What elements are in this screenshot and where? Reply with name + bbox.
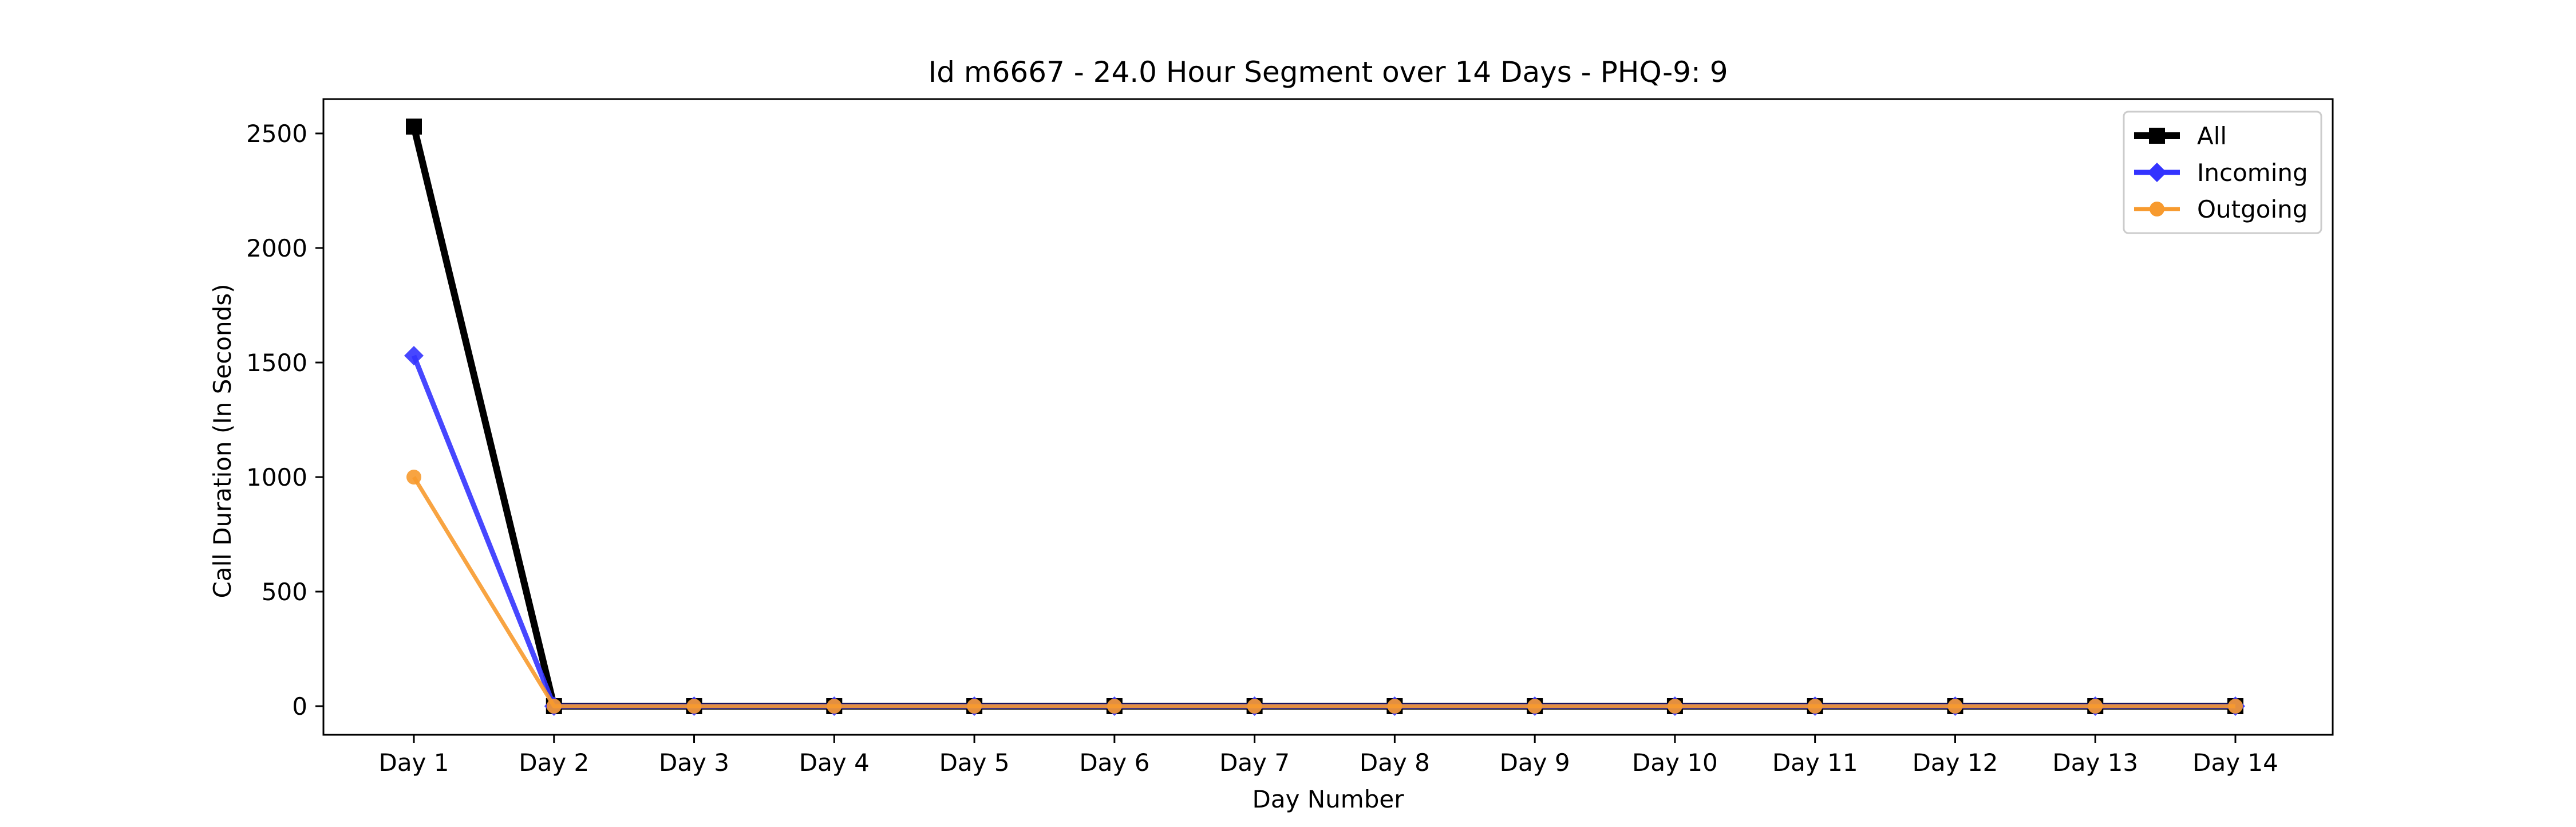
chart-title: Id m6667 - 24.0 Hour Segment over 14 Day…	[928, 56, 1728, 89]
data-point	[1947, 699, 1963, 714]
series-line	[411, 355, 2235, 709]
x-tick-label: Day 9	[1500, 749, 1570, 777]
y-axis-label: Call Duration (In Seconds)	[208, 283, 236, 598]
data-point	[2088, 699, 2103, 714]
data-point	[2228, 699, 2243, 714]
data-point	[2147, 163, 2167, 182]
legend-item: All	[2134, 122, 2227, 150]
data-point	[1807, 699, 1823, 714]
data-point	[827, 699, 842, 714]
series-outgoing	[406, 470, 2243, 714]
data-point	[967, 699, 982, 714]
x-tick-label: Day 11	[1772, 749, 1858, 777]
data-point	[686, 699, 702, 714]
x-tick-label: Day 13	[2052, 749, 2138, 777]
data-point	[406, 470, 421, 485]
y-tick-label: 500	[262, 578, 307, 606]
data-point	[2149, 128, 2165, 144]
data-point	[546, 699, 562, 714]
x-tick-label: Day 14	[2192, 749, 2278, 777]
x-tick-label: Day 6	[1079, 749, 1149, 777]
data-point	[2150, 202, 2164, 216]
series-all	[406, 119, 2243, 714]
data-point	[1387, 699, 1402, 714]
data-point	[1667, 699, 1682, 714]
data-point	[406, 119, 422, 135]
x-tick-label: Day 8	[1360, 749, 1430, 777]
x-tick-label: Day 5	[939, 749, 1010, 777]
data-point	[1107, 699, 1122, 714]
x-tick-label: Day 1	[378, 749, 449, 777]
x-tick-label: Day 4	[799, 749, 870, 777]
series-layer	[404, 119, 2245, 716]
y-tick-label: 1500	[246, 349, 307, 377]
plot-frame	[322, 98, 2334, 736]
series-line	[410, 125, 2235, 710]
legend: All Incoming Outgoing	[2123, 111, 2322, 234]
legend-label: All	[2197, 122, 2227, 150]
legend-label: Outgoing	[2197, 195, 2308, 223]
y-tick-label: 0	[292, 692, 307, 720]
data-point	[404, 346, 424, 365]
x-tick-label: Day 10	[1632, 749, 1718, 777]
legend-frame	[2123, 111, 2322, 234]
x-tick-label: Day 3	[659, 749, 729, 777]
x-axis-label: Day Number	[1252, 785, 1404, 813]
series-line	[412, 476, 2235, 708]
axes-layer: Day 1 Day 2 Day 3 Day 4 Day 5 Day 6 Day 7 Day 8…	[246, 120, 2278, 777]
y-tick-label: 2000	[246, 234, 307, 262]
data-point	[1247, 699, 1262, 714]
x-tick-label: Day 7	[1219, 749, 1290, 777]
data-point	[1527, 699, 1543, 714]
x-tick-label: Day 12	[1913, 749, 1998, 777]
legend-item: Incoming	[2134, 159, 2308, 187]
x-tick-label: Day 2	[519, 749, 589, 777]
legend-item: Outgoing	[2134, 195, 2308, 223]
y-tick-label: 1000	[246, 463, 307, 491]
series-incoming	[404, 346, 2245, 716]
y-tick-label: 2500	[246, 120, 307, 148]
legend-label: Incoming	[2197, 159, 2308, 187]
